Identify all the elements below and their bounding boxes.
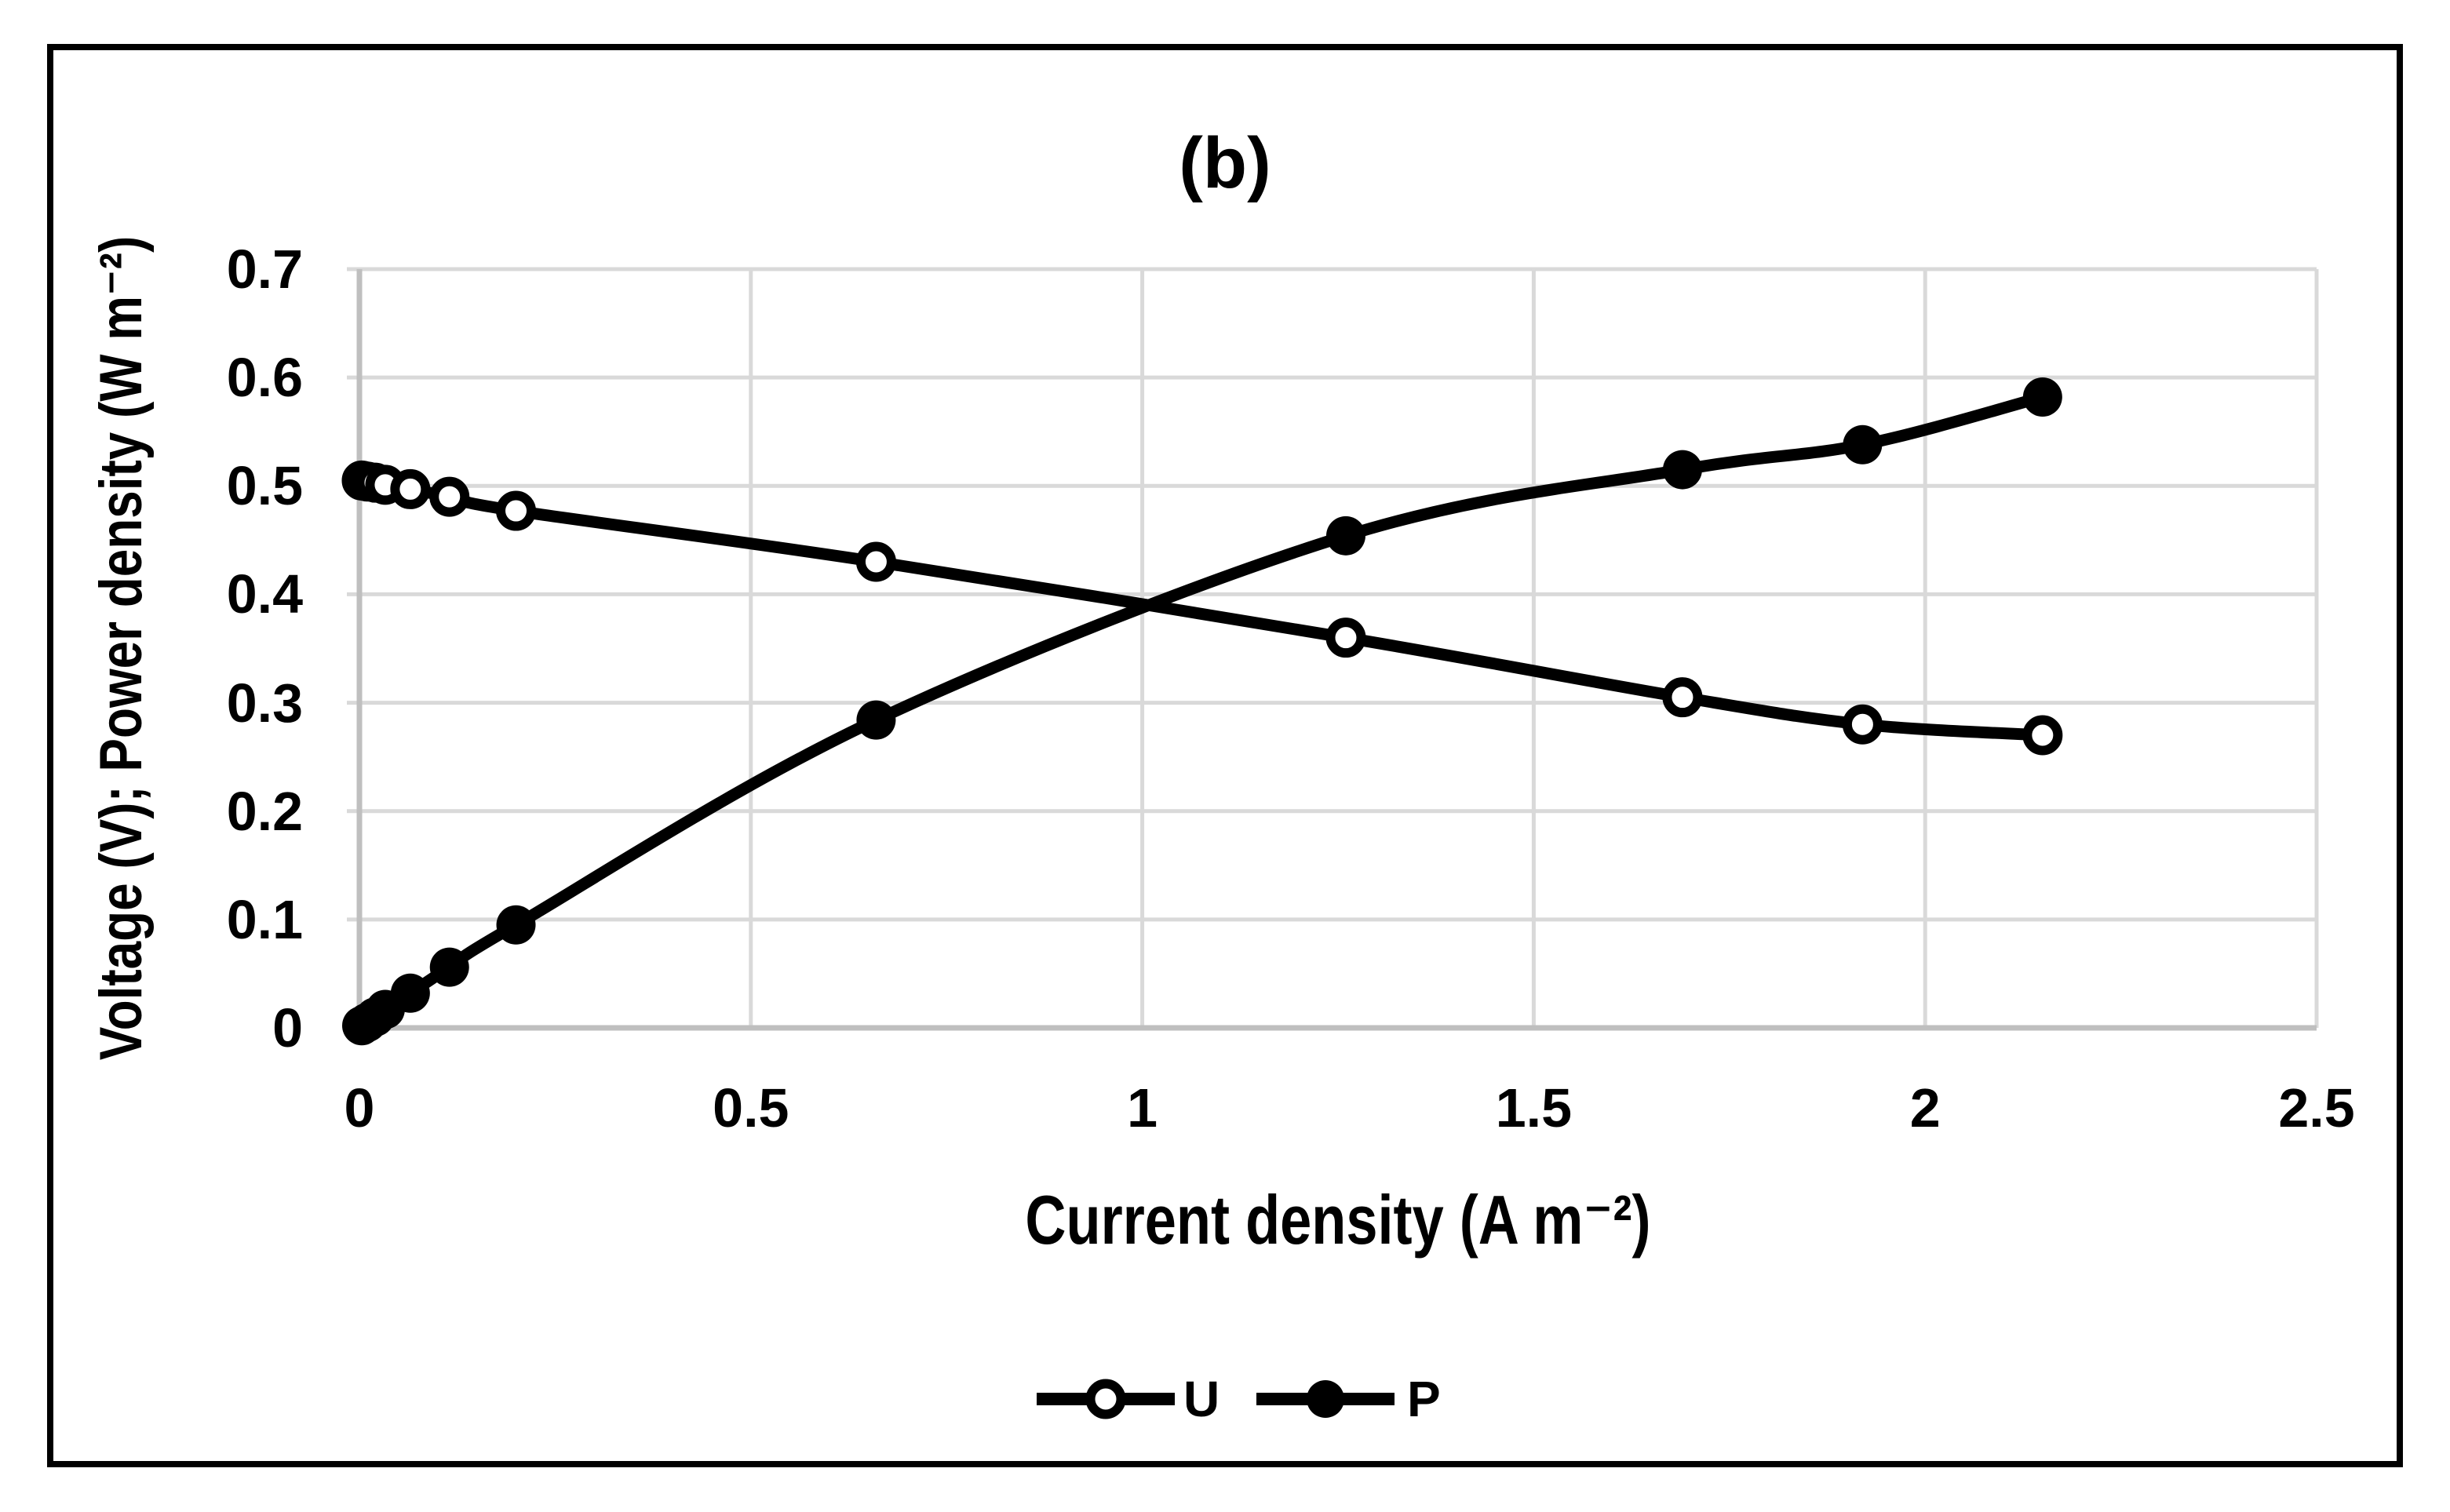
data-point-marker-U (429, 476, 470, 517)
data-point-marker-U (2022, 715, 2063, 756)
data-point-marker-P (429, 947, 469, 987)
legend-marker-U (1085, 1379, 1126, 1419)
x-axis-tick-label: 0.5 (713, 1077, 789, 1139)
figure-border (47, 44, 2403, 1467)
x-axis-title: Current density (A m⁻²) (1025, 1181, 1651, 1259)
y-axis-title: Voltage (V); Power density (W m⁻²) (88, 235, 155, 1061)
data-point-marker-U (855, 541, 896, 582)
y-axis-tick-label: 0 (272, 997, 303, 1058)
y-axis-tick-label: 0.3 (226, 672, 303, 734)
x-axis-tick-label: 1.5 (1495, 1077, 1573, 1139)
data-point-marker-U (1842, 704, 1883, 745)
data-point-marker-P (1662, 450, 1702, 490)
data-point-marker-U (390, 468, 431, 509)
y-axis-tick-label: 0.5 (226, 455, 303, 517)
x-axis-tick-label: 2.5 (2278, 1077, 2355, 1139)
legend-marker-P (1307, 1380, 1344, 1418)
data-point-marker-P (1843, 424, 1883, 465)
data-point-marker-U (1662, 677, 1703, 718)
data-point-marker-P (496, 905, 536, 945)
data-point-marker-P (856, 700, 896, 740)
y-axis-tick-label: 0.4 (226, 563, 303, 625)
legend-label-U: U (1183, 1371, 1220, 1427)
y-axis-tick-label: 0.2 (226, 780, 303, 842)
x-axis-tick-label: 1 (1127, 1077, 1158, 1139)
data-point-marker-U (496, 490, 537, 531)
y-axis-tick-label: 0.6 (226, 347, 303, 409)
y-axis-tick-label: 0.7 (226, 239, 303, 300)
data-point-marker-P (1325, 516, 1365, 556)
data-point-marker-P (2022, 377, 2062, 417)
series-line-U (355, 474, 2049, 741)
legend-label-P: P (1407, 1371, 1441, 1427)
y-axis-tick-label: 0.1 (226, 888, 303, 950)
data-point-marker-P (390, 973, 430, 1013)
x-axis-tick-label: 2 (1909, 1077, 1941, 1139)
x-axis-tick-label: 0 (344, 1077, 375, 1139)
data-point-marker-U (1325, 618, 1366, 658)
chart-title: (b) (1179, 123, 1271, 203)
